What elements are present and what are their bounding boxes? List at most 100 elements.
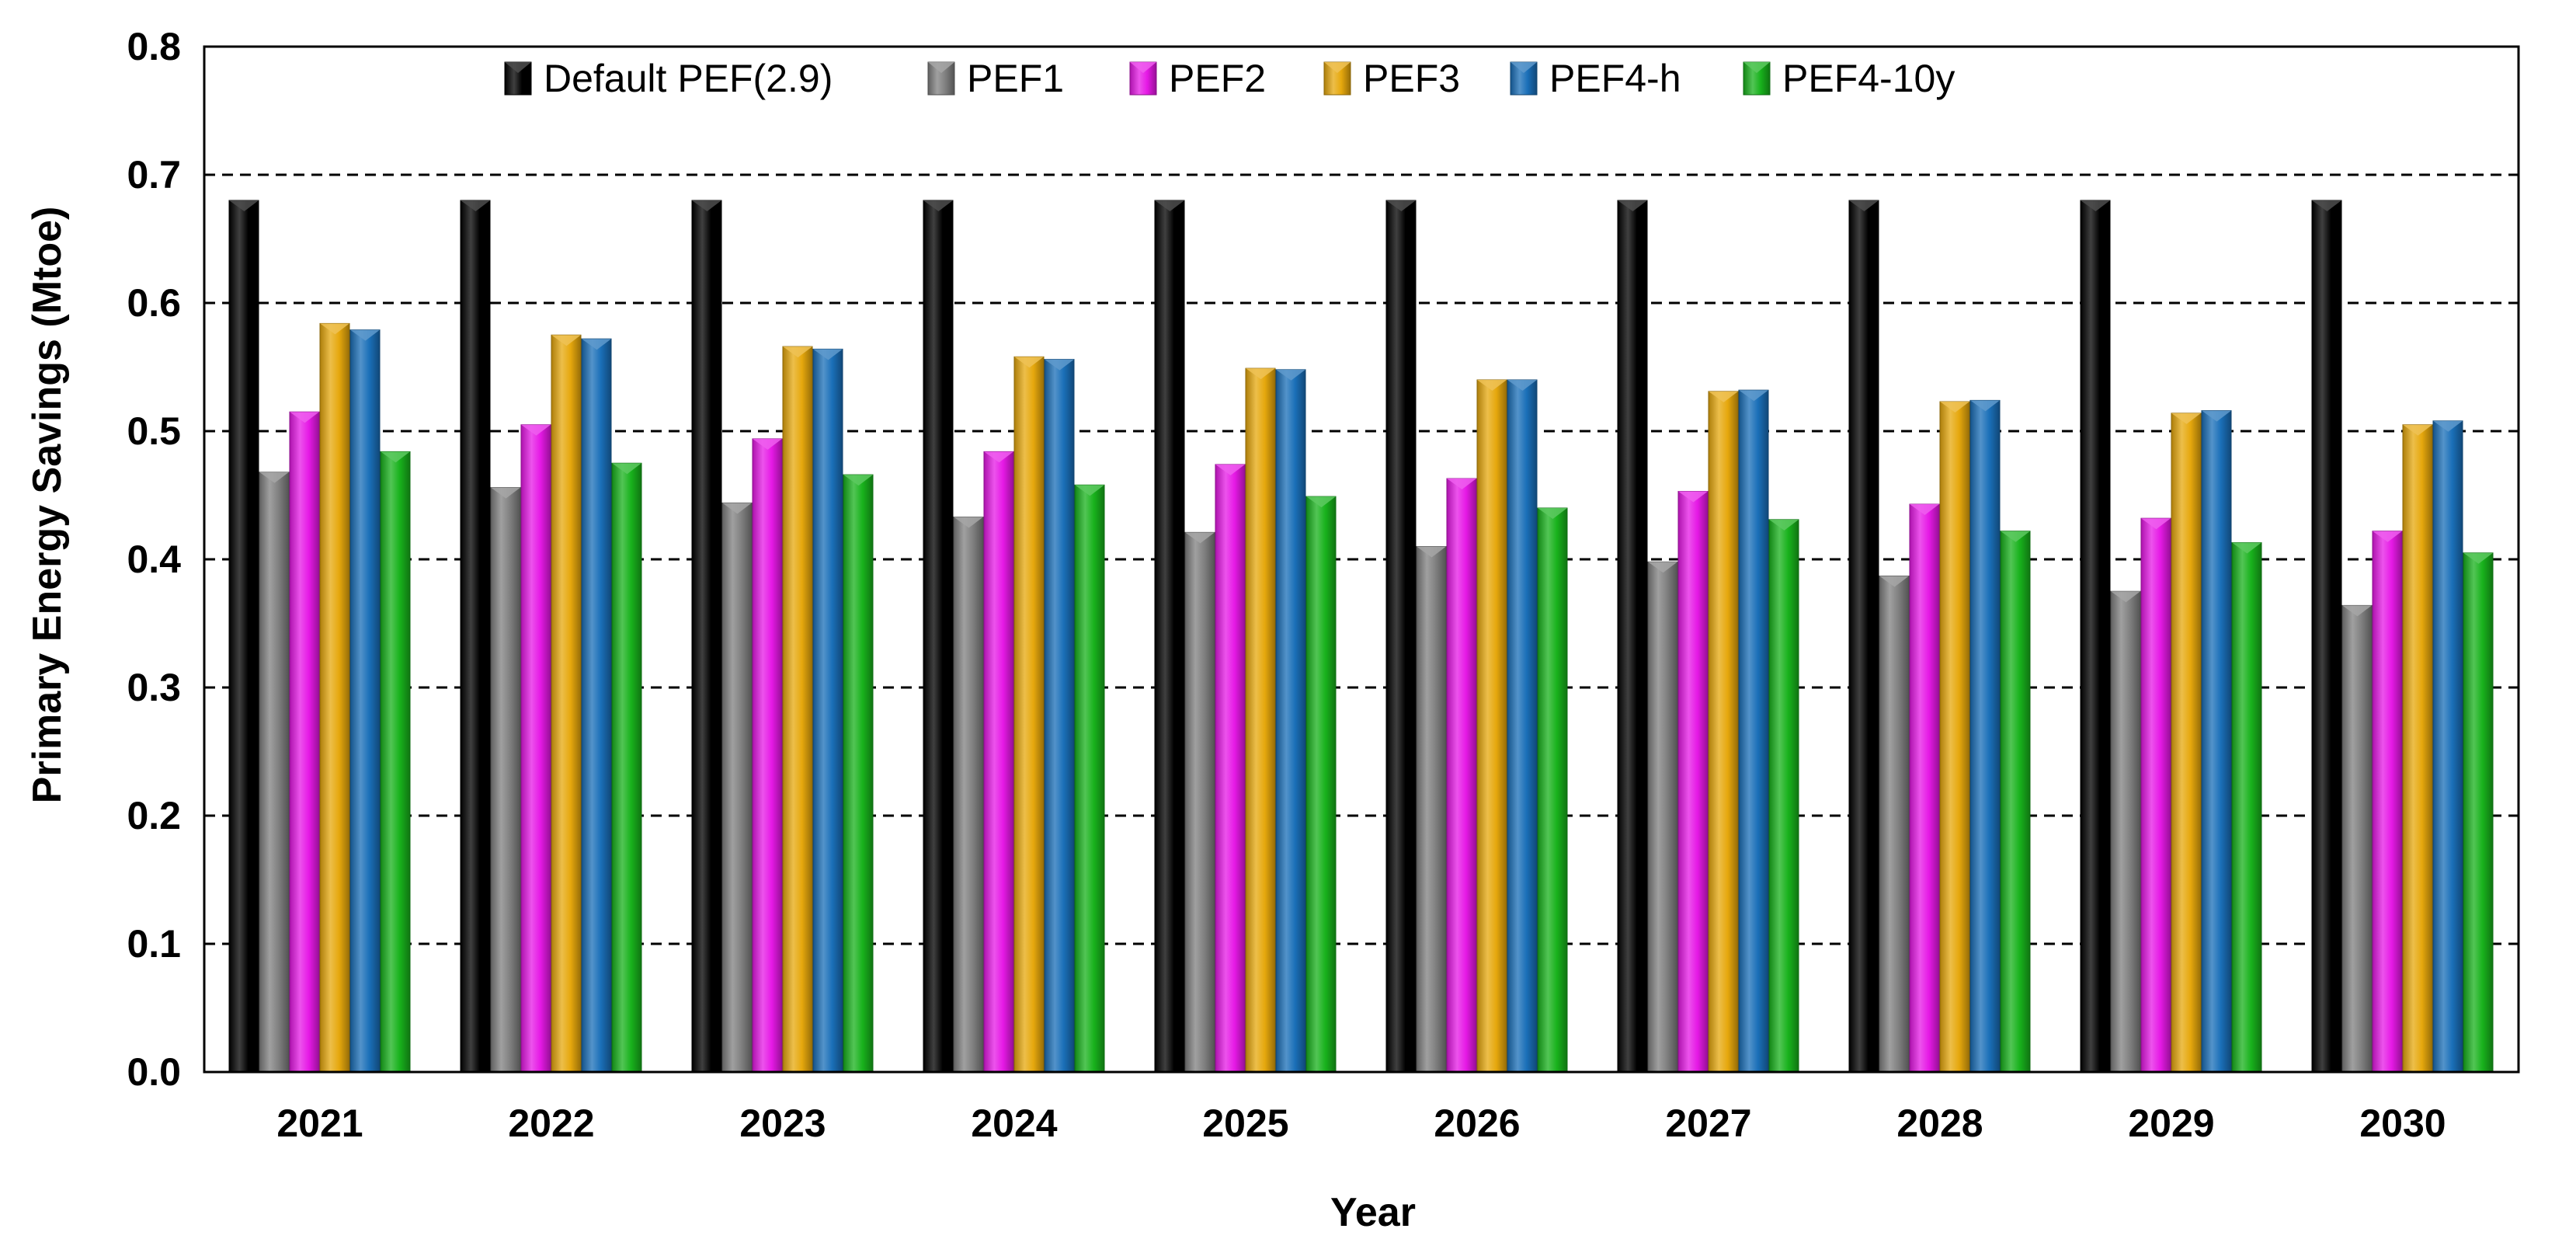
legend-label: PEF2: [1169, 57, 1266, 100]
bar-top-bevel: [1306, 496, 1336, 508]
plot-frame: [203, 45, 2520, 1074]
bar-top-bevel: [1678, 491, 1708, 503]
y-tick-label: 0.8: [127, 25, 181, 68]
x-tick-label: 2029: [2128, 1102, 2214, 1145]
bar-top-bevel: [229, 200, 259, 211]
bar-2021-pef4-h: [349, 329, 381, 1073]
bar-2022-pef1: [490, 487, 521, 1073]
bar-2021-pef3: [319, 322, 350, 1073]
y-tick-label: 0.3: [127, 666, 181, 709]
bar-top-bevel: [1940, 402, 1969, 413]
bar-2028-pef4-h: [1969, 399, 2001, 1073]
bar-top-bevel: [1477, 380, 1507, 391]
legend-swatch-bevel: [1324, 62, 1351, 73]
bar-top-bevel: [521, 424, 551, 436]
bar-2030-default-pef-2-9-: [2311, 200, 2342, 1073]
bar-top-bevel: [612, 463, 641, 475]
y-axis-ticks: 0.0 0.1 0.2 0.3 0.4 0.5 0.6 0.7 0.8: [127, 25, 181, 1094]
bar-2028-pef3: [1939, 401, 1970, 1073]
bar-2030-pef2: [2372, 531, 2403, 1073]
bar-top-bevel: [1970, 400, 2000, 412]
bar-2029-pef3: [2171, 412, 2202, 1073]
bar-top-bevel: [2373, 531, 2402, 542]
bar-2025-default-pef-2-9-: [1154, 200, 1185, 1073]
x-tick-label: 2023: [739, 1102, 826, 1145]
bar-top-bevel: [1075, 485, 1104, 496]
bar-2028-default-pef-2-9-: [1848, 200, 1879, 1073]
bar-2024-pef3: [1013, 356, 1045, 1073]
bar-2023-pef4-10y: [843, 474, 874, 1073]
legend-label: PEF4-10y: [1782, 57, 1955, 100]
bar-top-bevel: [2232, 542, 2261, 554]
bar-2022-pef4-h: [581, 338, 612, 1073]
bar-2022-default-pef-2-9-: [460, 200, 491, 1073]
bar-2027-pef2: [1677, 491, 1709, 1073]
x-tick-label: 2024: [971, 1102, 1057, 1145]
x-tick-label: 2028: [1896, 1102, 1983, 1145]
bar-top-bevel: [2141, 518, 2171, 530]
y-tick-label: 0.5: [127, 409, 181, 453]
legend-label: PEF4-h: [1549, 57, 1681, 100]
bar-2021-pef4-10y: [380, 451, 411, 1073]
bar-top-bevel: [1246, 368, 1275, 380]
legend-label: Default PEF(2.9): [544, 57, 833, 100]
bar-top-bevel: [1447, 479, 1476, 490]
y-tick-label: 0.0: [127, 1050, 181, 1094]
bar-top-bevel: [290, 412, 319, 423]
bar-2029-default-pef-2-9-: [2080, 200, 2111, 1073]
bar-top-bevel: [722, 503, 752, 514]
bar-2029-pef2: [2140, 517, 2171, 1073]
bar-top-bevel: [1185, 532, 1215, 544]
legend-swatch-bevel: [1510, 62, 1537, 73]
bar-top-bevel: [1386, 200, 1416, 211]
x-tick-label: 2026: [1434, 1102, 1520, 1145]
bar-top-bevel: [1849, 200, 1879, 211]
bar-top-bevel: [2001, 531, 2030, 542]
bar-2024-pef4-h: [1044, 359, 1075, 1073]
bar-top-bevel: [1155, 200, 1184, 211]
bar-top-bevel: [1879, 576, 1909, 587]
bar-2026-default-pef-2-9-: [1385, 200, 1417, 1073]
bar-top-bevel: [461, 200, 490, 211]
bar-2030-pef1: [2341, 604, 2373, 1073]
legend-swatch-bevel: [1743, 62, 1770, 73]
x-axis-ticks: 2021 2022 2023 2024 2025 2026 2027 2028 2029 2030: [276, 1102, 2446, 1145]
bar-2024-pef1: [953, 517, 984, 1073]
bar-2028-pef1: [1879, 575, 1910, 1073]
bar-top-bevel: [1014, 357, 1044, 368]
bar-top-bevel: [2081, 200, 2110, 211]
y-tick-label: 0.1: [127, 922, 181, 966]
y-tick-label: 0.7: [127, 153, 181, 197]
bar-top-bevel: [1507, 380, 1537, 391]
bar-top-bevel: [1417, 546, 1446, 558]
bar-2027-default-pef-2-9-: [1617, 200, 1648, 1073]
y-tick-label: 0.2: [127, 794, 181, 837]
bar-top-bevel: [813, 349, 843, 360]
y-axis-title: Primary Energy Savings (Mtoe): [25, 207, 70, 804]
bar-2023-pef4-h: [812, 348, 843, 1073]
bar-2021-pef2: [289, 411, 320, 1073]
bar-2025-pef2: [1215, 464, 1246, 1073]
bar-top-bevel: [2342, 605, 2372, 617]
bar-top-bevel: [1045, 359, 1074, 371]
bar-2027-pef3: [1708, 391, 1739, 1073]
bar-top-bevel: [582, 339, 611, 350]
bar-top-bevel: [1215, 464, 1245, 475]
x-tick-label: 2027: [1665, 1102, 1751, 1145]
bar-2022-pef4-10y: [611, 462, 642, 1073]
bar-2030-pef3: [2402, 424, 2433, 1073]
bar-2023-pef3: [782, 346, 813, 1073]
bar-2026-pef3: [1476, 379, 1507, 1073]
bar-top-bevel: [783, 346, 812, 358]
bar-top-bevel: [259, 472, 289, 483]
legend-swatch-bevel: [1130, 62, 1156, 73]
bar-2023-pef2: [752, 438, 783, 1073]
bar-2021-pef1: [259, 472, 290, 1073]
bar-2027-pef4-h: [1738, 389, 1769, 1073]
bar-2026-pef1: [1416, 546, 1447, 1073]
bar-2025-pef3: [1245, 367, 1276, 1073]
bar-top-bevel: [923, 200, 953, 211]
bar-top-bevel: [2111, 591, 2140, 603]
bar-2027-pef1: [1647, 561, 1678, 1073]
